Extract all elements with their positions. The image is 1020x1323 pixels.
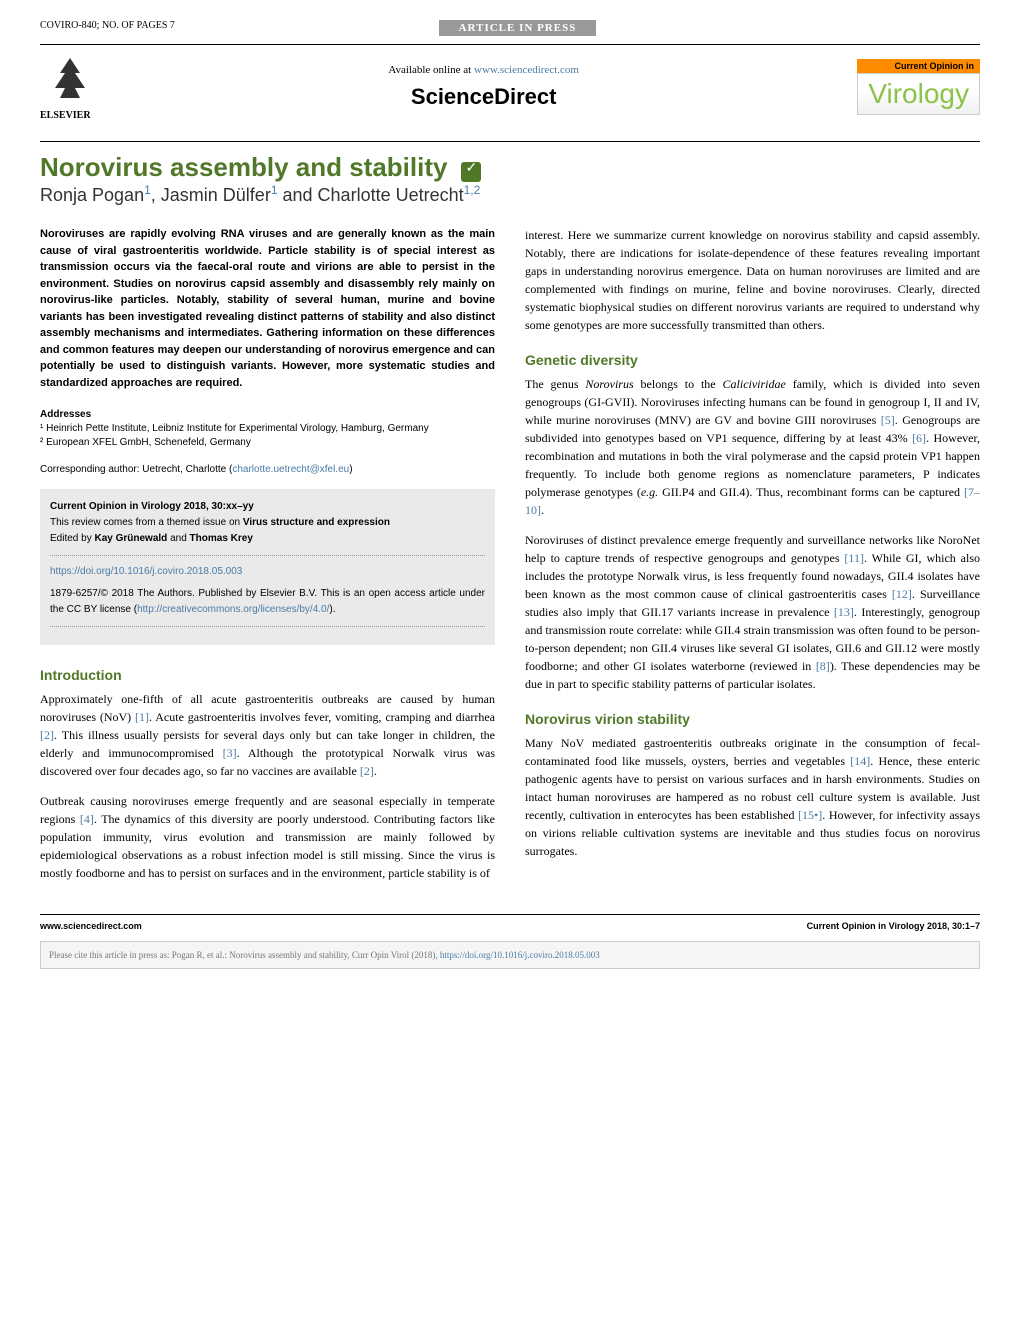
virology-badge: Current Opinion in Virology	[857, 59, 980, 115]
infobox-doi[interactable]: https://doi.org/10.1016/j.coviro.2018.05…	[50, 564, 485, 580]
address-2: ² European XFEL GmbH, Schenefeld, German…	[40, 436, 495, 450]
citation-url[interactable]: https://doi.org/10.1016/j.coviro.2018.05…	[440, 950, 600, 960]
elsevier-text: ELSEVIER	[40, 110, 110, 121]
infobox-divider-2	[50, 626, 485, 627]
doc-id: COVIRO-840; NO. OF PAGES 7	[40, 20, 175, 31]
address-1: ¹ Heinrich Pette Institute, Leibniz Inst…	[40, 422, 495, 436]
article-title: Norovirus assembly and stability	[40, 152, 447, 182]
center-header: Available online at www.sciencedirect.co…	[110, 64, 857, 110]
stability-heading: Norovirus virion stability	[525, 709, 980, 730]
stability-para-1: Many NoV mediated gastroenteritis outbre…	[525, 734, 980, 860]
crossmark-icon[interactable]	[461, 162, 481, 182]
themed-bold: Virus structure and expression	[243, 517, 390, 528]
left-column: Noroviruses are rapidly evolving RNA vir…	[40, 226, 495, 894]
addresses: ¹ Heinrich Pette Institute, Leibniz Inst…	[40, 422, 495, 450]
title-block: Norovirus assembly and stability Ronja P…	[40, 141, 980, 206]
title-row: Norovirus assembly and stability	[40, 152, 980, 183]
genetic-heading: Genetic diversity	[525, 350, 980, 371]
article-in-press-badge: ARTICLE IN PRESS	[439, 20, 597, 36]
intro-para-2: Outbreak causing noroviruses emerge freq…	[40, 792, 495, 882]
edited-prefix: Edited by	[50, 533, 94, 544]
page-footer: www.sciencedirect.com Current Opinion in…	[40, 914, 980, 931]
themed-prefix: This review comes from a themed issue on	[50, 517, 243, 528]
sciencedirect-logo: ScienceDirect	[110, 84, 857, 110]
genetic-para-1: The genus Norovirus belongs to the Calic…	[525, 375, 980, 519]
footer-right: Current Opinion in Virology 2018, 30:1–7	[807, 921, 980, 931]
footer-left: www.sciencedirect.com	[40, 921, 142, 931]
infobox-themed: This review comes from a themed issue on…	[50, 515, 485, 531]
infobox-divider-1	[50, 555, 485, 556]
virology-badge-top: Current Opinion in	[857, 59, 980, 73]
editor-2: Thomas Krey	[190, 533, 253, 544]
corresponding-prefix: Corresponding author: Uetrecht, Charlott…	[40, 464, 232, 475]
abstract: Noroviruses are rapidly evolving RNA vir…	[40, 226, 495, 391]
addresses-label: Addresses	[40, 407, 495, 422]
info-box: Current Opinion in Virology 2018, 30:xx–…	[40, 489, 495, 645]
available-online: Available online at www.sciencedirect.co…	[110, 64, 857, 76]
genetic-para-2: Noroviruses of distinct prevalence emerg…	[525, 531, 980, 693]
two-column-layout: Noroviruses are rapidly evolving RNA vir…	[40, 226, 980, 894]
intro-para-1: Approximately one-fifth of all acute gas…	[40, 690, 495, 780]
infobox-citation: Current Opinion in Virology 2018, 30:xx–…	[50, 499, 485, 515]
virology-badge-main: Virology	[857, 73, 980, 115]
elsevier-logo: ELSEVIER	[40, 53, 110, 121]
page-container: COVIRO-840; NO. OF PAGES 7 ARTICLE IN PR…	[0, 0, 1020, 989]
editors-and: and	[167, 533, 189, 544]
corresponding-author: Corresponding author: Uetrecht, Charlott…	[40, 462, 495, 477]
corresponding-email[interactable]: charlotte.uetrecht@xfel.eu	[232, 464, 349, 475]
infobox-copyright: 1879-6257/© 2018 The Authors. Published …	[50, 586, 485, 618]
citation-box: Please cite this article in press as: Po…	[40, 941, 980, 969]
header-bar: COVIRO-840; NO. OF PAGES 7 ARTICLE IN PR…	[40, 20, 980, 36]
elsevier-tree-icon	[40, 53, 110, 110]
sciencedirect-url[interactable]: www.sciencedirect.com	[474, 64, 579, 76]
available-online-prefix: Available online at	[388, 64, 474, 76]
cc-url[interactable]: http://creativecommons.org/licenses/by/4…	[137, 604, 329, 615]
infobox-editors: Edited by Kay Grünewald and Thomas Krey	[50, 531, 485, 547]
citation-prefix: Please cite this article in press as: Po…	[49, 950, 440, 960]
copyright-suffix: ).	[329, 604, 335, 615]
col2-continuation: interest. Here we summarize current know…	[525, 226, 980, 334]
top-info-row: ELSEVIER Available online at www.science…	[40, 44, 980, 121]
corresponding-suffix: )	[349, 464, 352, 475]
editor-1: Kay Grünewald	[94, 533, 167, 544]
right-column: interest. Here we summarize current know…	[525, 226, 980, 894]
authors: Ronja Pogan1, Jasmin Dülfer1 and Charlot…	[40, 183, 980, 206]
intro-heading: Introduction	[40, 665, 495, 686]
